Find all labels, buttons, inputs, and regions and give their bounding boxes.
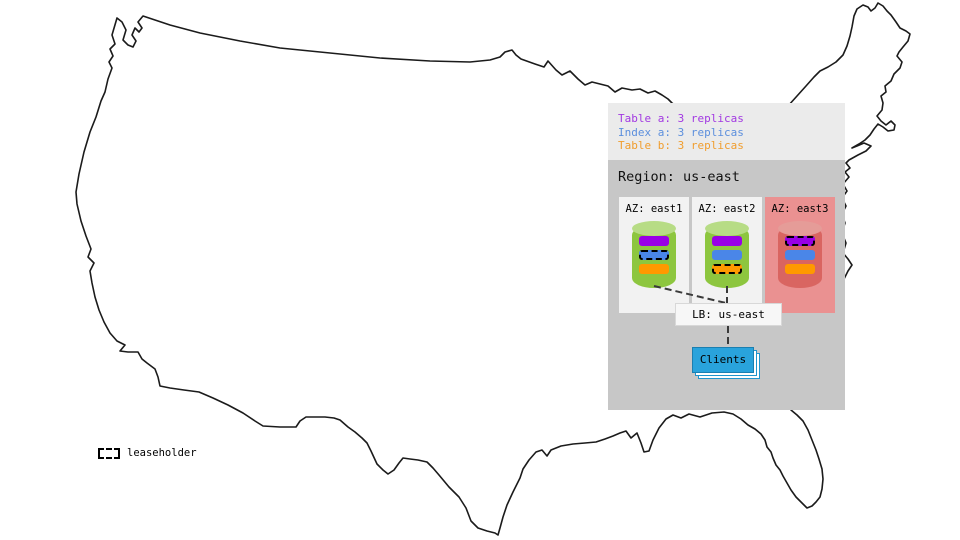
replica-bar-table-a — [785, 236, 815, 246]
replica-bar-table-a — [712, 236, 742, 246]
replica-legend: Table a: 3 replicas Index a: 3 replicas … — [608, 103, 845, 160]
az-box-east3: AZ: east3 — [765, 197, 835, 313]
az-box-east1: AZ: east1 — [619, 197, 689, 313]
legend-item-index-a: Index a: 3 replicas — [618, 125, 744, 139]
replica-bar-table-b — [639, 264, 669, 274]
legend-item-table-a: Table a: 3 replicas — [618, 112, 744, 125]
database-cylinder-icon — [632, 221, 676, 288]
clients-stack: Clients — [692, 347, 760, 379]
replica-bar-index-a — [712, 250, 742, 260]
replica-bar-table-b — [712, 264, 742, 274]
connector-lines — [653, 285, 729, 346]
deployment-overlay: Table a: 3 replicas Index a: 3 replicas … — [608, 103, 845, 410]
region-title: Region: us-east — [618, 169, 740, 185]
az-row: AZ: east1 AZ: east2 — [619, 197, 835, 313]
az-label: AZ: east2 — [698, 203, 756, 215]
cylinder-top — [632, 221, 676, 236]
replica-bar-table-a — [639, 236, 669, 246]
replica-bar-index-a — [639, 250, 669, 260]
cylinder-top — [705, 221, 749, 236]
load-balancer-box: LB: us-east — [675, 303, 782, 326]
legend-item-table-b: Table b: 3 replicas — [618, 139, 744, 152]
replica-bar-table-b — [785, 264, 815, 274]
leaseholder-legend: leaseholder — [98, 447, 197, 459]
az-label: AZ: east3 — [771, 203, 829, 215]
region-box: Region: us-east AZ: east1 — [608, 160, 845, 410]
database-cylinder-icon — [705, 221, 749, 288]
az-box-east2: AZ: east2 — [692, 197, 762, 313]
replica-bars — [639, 236, 669, 278]
leaseholder-swatch-icon — [98, 447, 120, 459]
replica-bars — [712, 236, 742, 278]
replica-bar-index-a — [785, 250, 815, 260]
az-label: AZ: east1 — [625, 203, 683, 215]
leaseholder-label: leaseholder — [127, 447, 197, 459]
cylinder-top — [778, 221, 822, 236]
connector-east1-to-lb — [653, 285, 727, 304]
replica-bars — [785, 236, 815, 278]
database-cylinder-icon — [778, 221, 822, 288]
clients-box: Clients — [692, 347, 754, 373]
